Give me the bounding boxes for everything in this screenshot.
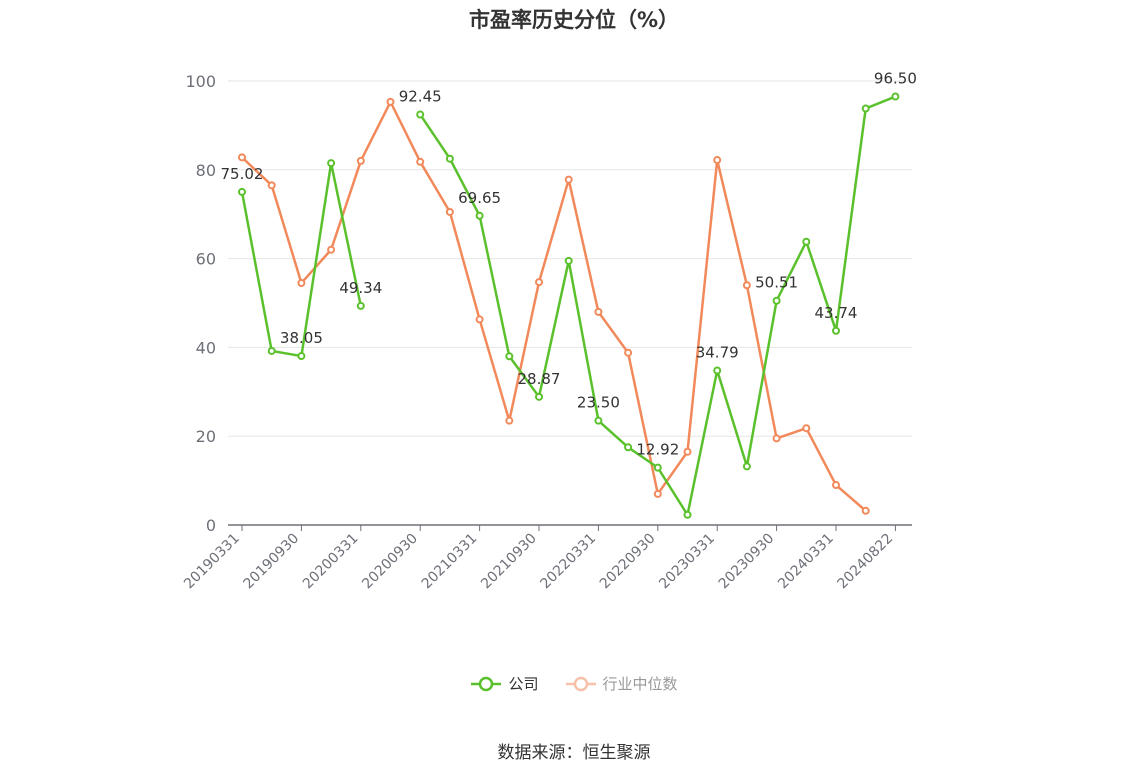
data-labels: 75.02 38.05 49.34 92.45 69.65 28.87 23.50 12.92…	[221, 70, 917, 459]
x-tick-label: 20210930	[478, 531, 540, 593]
industry-point	[356, 156, 365, 165]
data-label: 69.65	[458, 189, 501, 207]
data-label: 34.79	[696, 344, 739, 362]
x-tick-label: 20190331	[181, 531, 243, 593]
data-label: 96.50	[874, 70, 917, 88]
y-tick-label: 80	[196, 161, 216, 180]
data-source: 数据来源：恒生聚源	[497, 743, 651, 763]
data-label: 12.92	[636, 441, 679, 459]
data-label: 28.87	[518, 370, 561, 388]
x-tick-label: 20230930	[716, 531, 778, 593]
company-point	[327, 159, 336, 168]
y-tick-label: 60	[196, 250, 216, 269]
industry-point	[742, 281, 751, 290]
y-axis: 0 20 40 60 80 100	[185, 72, 216, 535]
company-point	[535, 392, 543, 401]
industry-point	[416, 157, 425, 166]
company-point	[445, 154, 454, 163]
industry-point	[594, 307, 603, 316]
company-point	[832, 326, 840, 335]
industry-point	[832, 481, 840, 490]
company-point	[772, 296, 781, 305]
industry-point	[683, 447, 692, 456]
industry-point	[238, 153, 246, 162]
data-label: 49.34	[339, 279, 382, 297]
data-label: 43.74	[815, 304, 858, 322]
legend-industry-icon	[565, 676, 596, 691]
x-tick-label: 20240822	[835, 531, 897, 593]
company-point	[475, 211, 484, 220]
industry-point	[564, 175, 573, 184]
company-line	[240, 161, 363, 358]
company-point	[742, 462, 751, 471]
industry-point	[535, 278, 543, 287]
x-tick-label: 20220930	[597, 531, 659, 593]
data-label: 92.45	[399, 88, 442, 106]
company-point	[713, 366, 722, 375]
industry-point	[772, 434, 781, 443]
industry-point	[505, 416, 514, 425]
industry-point	[327, 245, 336, 254]
legend-industry-label: 行业中位数	[602, 675, 678, 693]
company-point	[891, 92, 900, 101]
industry-line	[241, 100, 867, 512]
company-point	[653, 463, 662, 472]
company-point	[683, 510, 692, 519]
company-point	[238, 187, 246, 196]
data-label: 23.50	[577, 394, 620, 412]
company-point	[861, 104, 870, 113]
series-layer	[238, 92, 900, 519]
x-tick-label: 20210331	[419, 531, 481, 593]
legend: 公司 行业中位数	[0, 673, 1148, 694]
company-point	[356, 301, 365, 310]
legend-item-company[interactable]: 公司	[470, 673, 539, 694]
y-tick-label: 20	[196, 427, 216, 446]
x-tick-label: 20230331	[656, 531, 718, 593]
y-tick-label: 40	[196, 338, 216, 357]
data-label: 38.05	[280, 329, 323, 347]
data-label: 50.51	[755, 274, 798, 292]
industry-point	[297, 279, 306, 288]
industry-point	[802, 424, 811, 433]
industry-point	[624, 348, 633, 357]
company-point	[802, 237, 811, 246]
legend-item-industry[interactable]: 行业中位数	[565, 673, 678, 694]
industry-point	[267, 181, 276, 190]
legend-company-label: 公司	[508, 675, 539, 693]
legend-company-icon	[471, 676, 502, 691]
company-point	[416, 110, 425, 119]
x-tick-label: 20220331	[538, 531, 600, 593]
company-point	[624, 443, 633, 452]
x-tick-label: 20190930	[241, 531, 303, 593]
industry-point	[653, 489, 662, 498]
company-point	[594, 416, 603, 425]
industry-point	[861, 506, 870, 515]
data-label: 75.02	[221, 165, 264, 183]
y-tick-label: 100	[185, 72, 216, 91]
x-tick-label: 20200331	[300, 531, 362, 593]
chart-title: 市盈率历史分位（%）	[468, 8, 680, 32]
industry-point	[475, 315, 484, 324]
company-point	[564, 256, 573, 265]
x-axis: 2019033120190930202003312020093020210331…	[181, 524, 912, 593]
company-point	[505, 352, 514, 361]
industry-point	[386, 97, 395, 106]
company-point	[297, 352, 306, 361]
industry-point	[713, 156, 722, 165]
x-tick-label: 20240331	[775, 531, 837, 593]
y-tick-label: 0	[206, 516, 216, 535]
industry-point	[445, 207, 454, 216]
x-tick-label: 20200930	[359, 531, 421, 593]
company-point	[267, 346, 276, 355]
